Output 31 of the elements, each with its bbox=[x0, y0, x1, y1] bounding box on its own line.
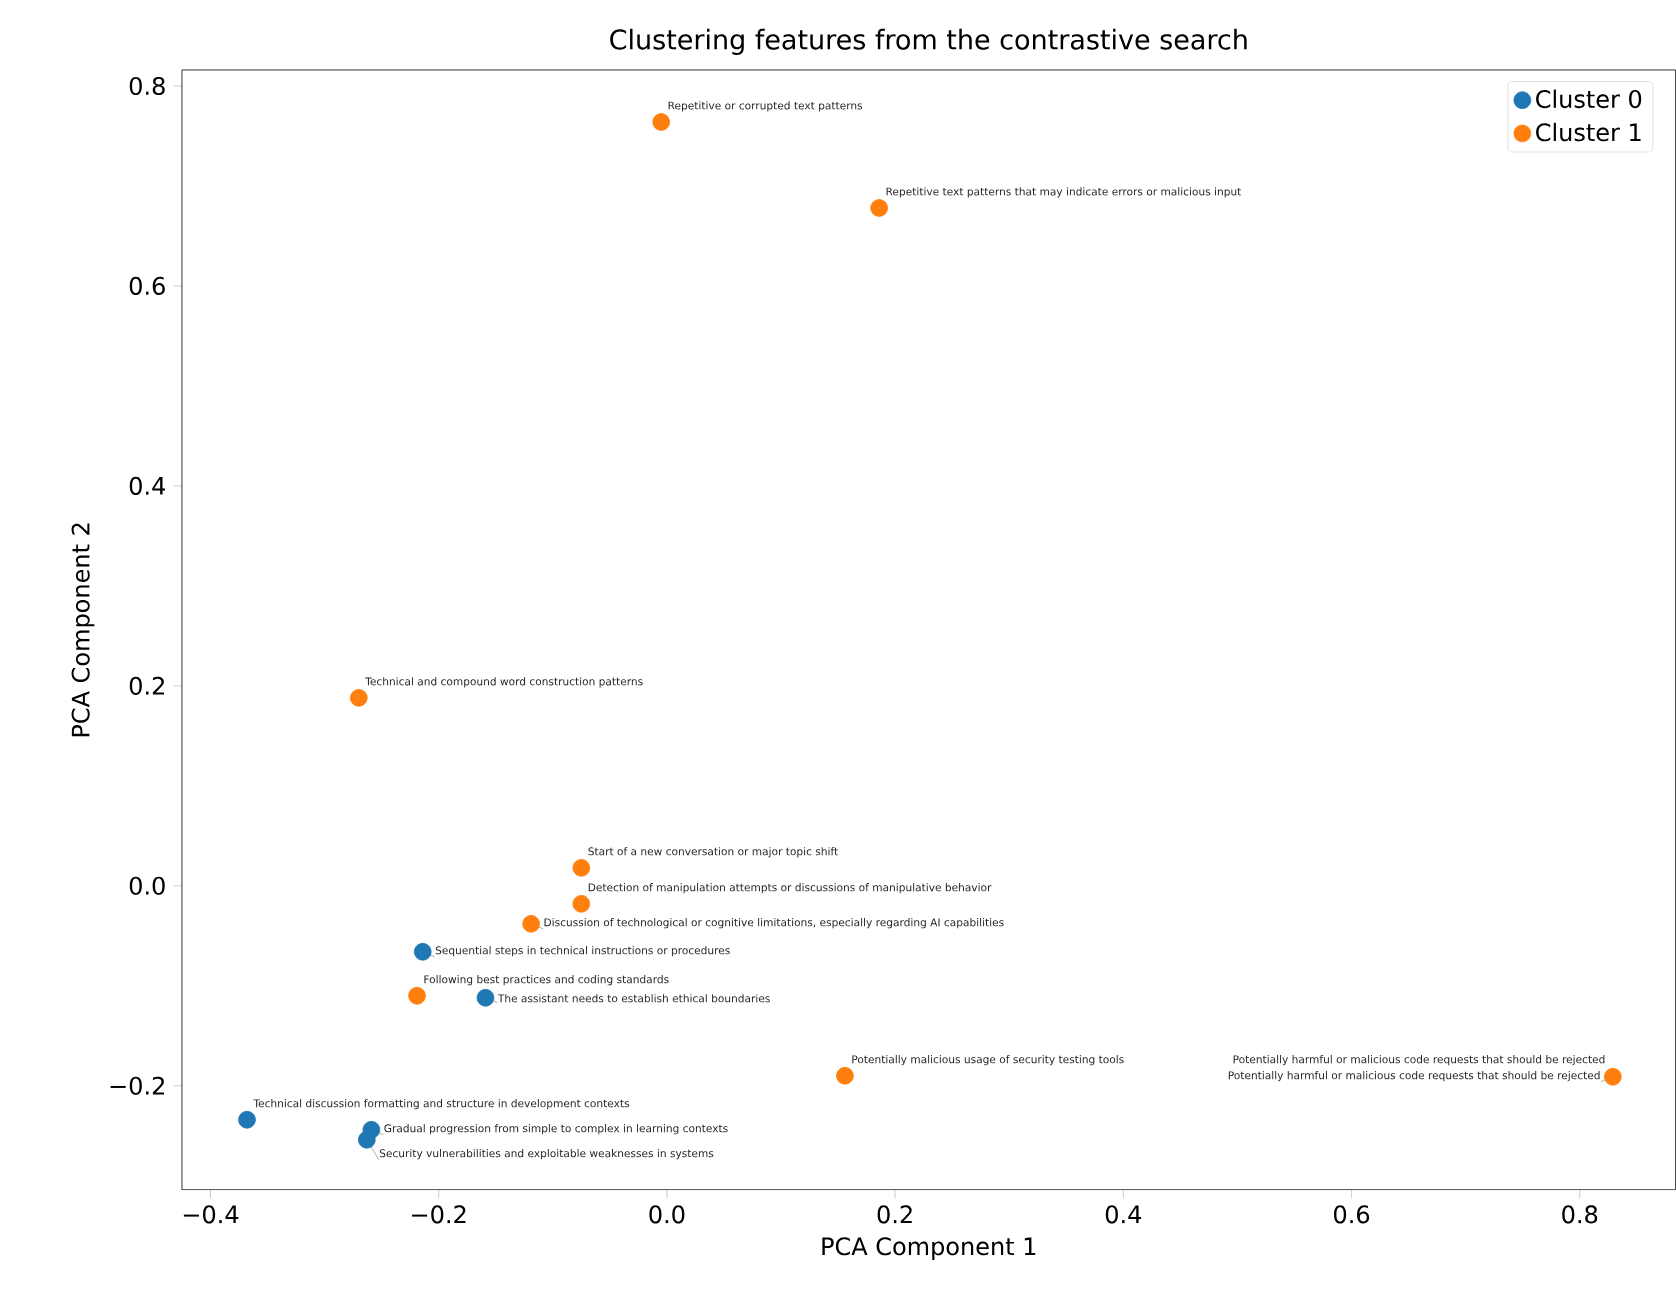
point bbox=[572, 859, 591, 877]
x-tick-label: −0.2 bbox=[412, 1205, 466, 1224]
y-tick-label: −0.2 bbox=[110, 1076, 164, 1095]
chart-title: Clustering features from the contrastive search bbox=[610, 28, 1247, 56]
x-tick-label: 0.2 bbox=[877, 1205, 912, 1224]
point bbox=[836, 1067, 854, 1085]
x-axis-title: PCA Component 1 bbox=[822, 1237, 1036, 1261]
point bbox=[476, 989, 495, 1007]
x-tick-label: −0.4 bbox=[183, 1205, 239, 1224]
point bbox=[238, 1111, 256, 1129]
x-tick-label: 0.6 bbox=[1334, 1205, 1370, 1224]
point bbox=[413, 943, 432, 961]
point bbox=[358, 1131, 376, 1149]
legend-label: Cluster 1 bbox=[1536, 122, 1641, 142]
y-tick-label: 0.6 bbox=[129, 277, 165, 296]
y-tick-label: 0.4 bbox=[129, 476, 166, 496]
point bbox=[572, 895, 591, 913]
x-tick-label: 0.8 bbox=[1562, 1205, 1598, 1224]
point bbox=[408, 987, 426, 1005]
point bbox=[522, 915, 540, 933]
y-axis-title: PCA Component 2 bbox=[71, 523, 95, 737]
point bbox=[1604, 1068, 1622, 1086]
point bbox=[652, 113, 670, 131]
x-tick-label: 0.4 bbox=[1105, 1205, 1142, 1224]
legend-label: Cluster 0 bbox=[1536, 89, 1642, 109]
y-tick-label: 0.8 bbox=[129, 77, 165, 96]
y-tick-label: 0.0 bbox=[129, 876, 165, 896]
point bbox=[870, 199, 888, 217]
x-tick-label: 0.0 bbox=[649, 1205, 685, 1224]
point bbox=[350, 689, 368, 707]
y-tick-label: 0.2 bbox=[129, 676, 164, 696]
